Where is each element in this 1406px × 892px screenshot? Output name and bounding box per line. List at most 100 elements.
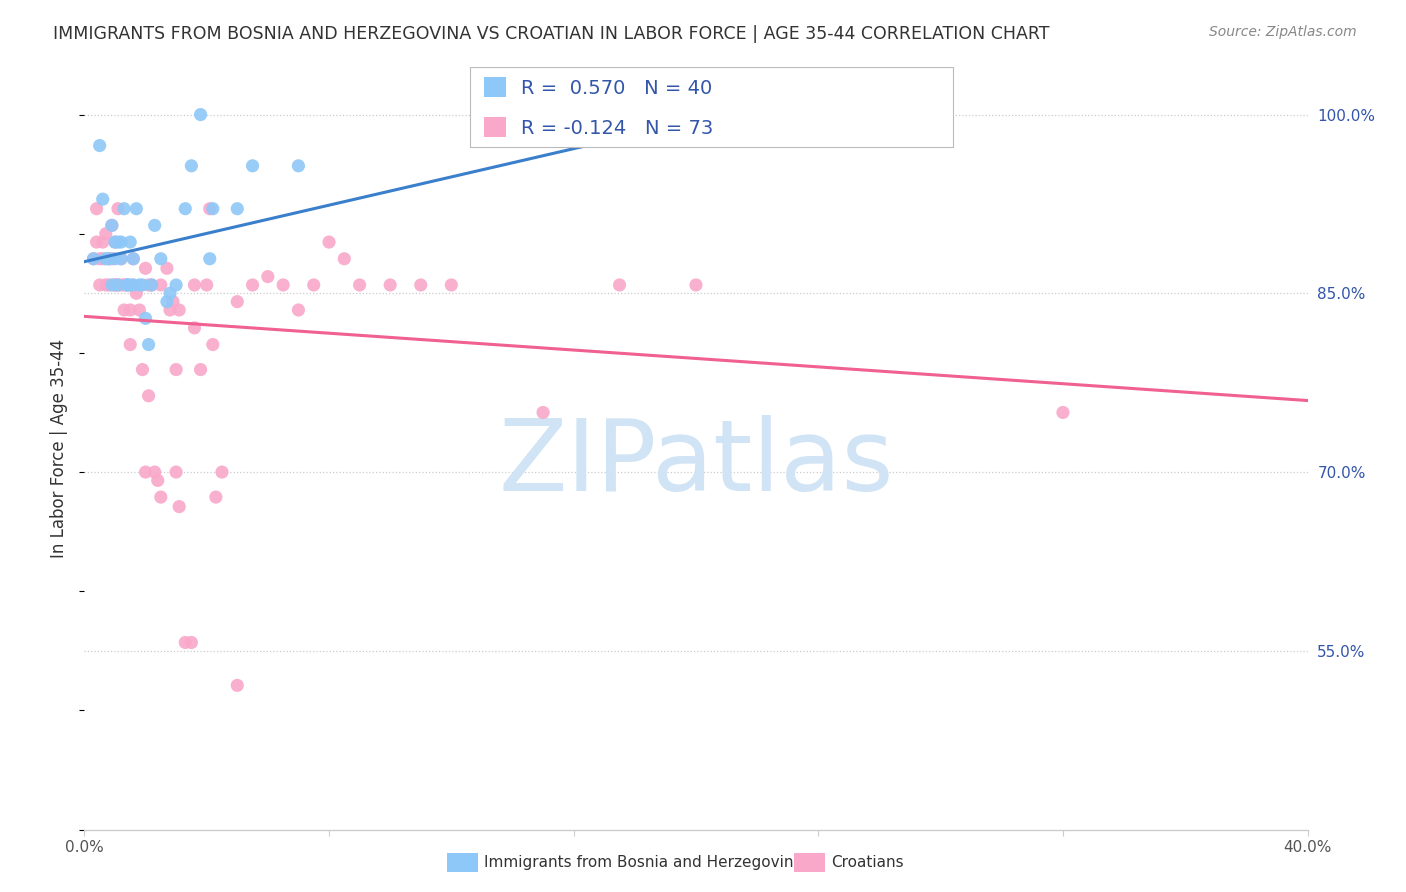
Point [89, 252, 111, 266]
Point [440, 277, 463, 292]
Point [104, 235, 127, 249]
Point [226, 294, 249, 309]
Point [167, 303, 190, 318]
Point [143, 465, 166, 479]
Point [287, 303, 309, 318]
Point [131, 277, 153, 292]
Point [122, 252, 145, 266]
Point [205, 490, 228, 504]
Point [226, 202, 249, 216]
Text: Immigrants from Bosnia and Herzegovina: Immigrants from Bosnia and Herzegovina [484, 855, 803, 870]
Point [94, 227, 117, 241]
FancyBboxPatch shape [470, 67, 953, 147]
Point [107, 277, 129, 292]
Point [167, 500, 190, 514]
Point [183, 321, 205, 335]
Point [257, 269, 280, 284]
Point [110, 252, 132, 266]
Point [120, 277, 142, 292]
Point [125, 286, 148, 301]
Point [141, 277, 163, 292]
Point [97, 277, 120, 292]
Text: R = -0.124   N = 73: R = -0.124 N = 73 [522, 119, 713, 137]
Point [226, 678, 249, 692]
Point [138, 389, 160, 403]
Point [120, 235, 142, 249]
Point [143, 219, 166, 233]
Point [94, 277, 117, 292]
Point [120, 337, 142, 351]
Point [180, 635, 202, 649]
Point [201, 337, 224, 351]
FancyBboxPatch shape [484, 77, 506, 97]
Point [91, 252, 114, 266]
Point [104, 277, 127, 292]
Point [115, 277, 138, 292]
Point [110, 235, 132, 249]
Point [122, 277, 145, 292]
Point [86, 202, 108, 216]
Point [122, 252, 145, 266]
Point [685, 277, 707, 292]
Point [198, 202, 221, 216]
Point [128, 277, 150, 292]
Point [110, 252, 132, 266]
Point [122, 277, 145, 292]
Point [333, 252, 356, 266]
Point [107, 202, 129, 216]
Point [107, 235, 129, 249]
Point [104, 235, 127, 249]
Point [112, 277, 135, 292]
Point [198, 252, 221, 266]
Point [609, 277, 631, 292]
Point [83, 252, 105, 266]
Point [101, 219, 124, 233]
Point [89, 138, 111, 153]
Point [183, 277, 205, 292]
Point [101, 277, 124, 292]
Point [201, 202, 224, 216]
Point [135, 465, 157, 479]
Point [190, 362, 212, 376]
Point [242, 277, 264, 292]
Point [318, 235, 340, 249]
Point [115, 277, 138, 292]
Point [112, 303, 135, 318]
Point [149, 490, 172, 504]
Point [104, 252, 127, 266]
Point [131, 362, 153, 376]
Point [409, 277, 432, 292]
Text: Source: ZipAtlas.com: Source: ZipAtlas.com [1209, 25, 1357, 39]
Point [125, 202, 148, 216]
Point [141, 277, 163, 292]
Point [165, 362, 187, 376]
Point [807, 107, 830, 121]
Point [149, 277, 172, 292]
Point [135, 261, 157, 276]
Text: IMMIGRANTS FROM BOSNIA AND HERZEGOVINA VS CROATIAN IN LABOR FORCE | AGE 35-44 CO: IMMIGRANTS FROM BOSNIA AND HERZEGOVINA V… [53, 25, 1050, 43]
Point [135, 311, 157, 326]
Point [165, 277, 187, 292]
Point [115, 277, 138, 292]
Point [91, 235, 114, 249]
Point [146, 474, 169, 488]
Point [89, 277, 111, 292]
Point [94, 252, 117, 266]
Point [174, 202, 197, 216]
Point [91, 192, 114, 206]
Point [195, 277, 218, 292]
Y-axis label: In Labor Force | Age 35-44: In Labor Force | Age 35-44 [51, 339, 69, 558]
Point [138, 277, 160, 292]
Point [156, 294, 179, 309]
Point [349, 277, 371, 292]
Point [83, 252, 105, 266]
Point [97, 252, 120, 266]
Point [156, 261, 179, 276]
Point [180, 159, 202, 173]
Point [86, 235, 108, 249]
Point [302, 277, 325, 292]
Point [159, 286, 181, 301]
Point [287, 159, 309, 173]
FancyBboxPatch shape [484, 117, 506, 137]
Point [101, 219, 124, 233]
